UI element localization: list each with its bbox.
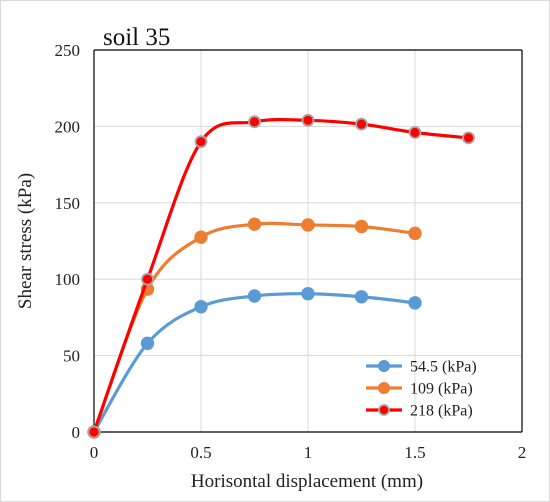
legend: 54.5 (kPa) 109 (kPa) 218 (kPa) (366, 359, 477, 420)
data-point (408, 226, 422, 241)
data-point (141, 272, 154, 286)
data-point (140, 336, 155, 351)
y-tick-label: 100 (55, 270, 81, 289)
data-point (354, 219, 369, 234)
legend-marker (378, 404, 390, 416)
legend-entry: 54.5 (kPa) (366, 359, 477, 376)
data-point (354, 290, 369, 304)
data-point (301, 287, 315, 301)
data-point (194, 230, 208, 244)
x-tick-label: 0 (90, 443, 99, 462)
data-point (301, 218, 315, 232)
data-point (194, 135, 208, 149)
data-point (194, 300, 208, 314)
x-tick-label: 1.5 (404, 443, 425, 462)
data-point (462, 131, 475, 145)
y-tick-label: 150 (55, 194, 81, 213)
y-tick-label: 0 (72, 423, 81, 442)
legend-entry: 109 (kPa) (366, 381, 473, 398)
tick-labels: 0 50 100 150 200 250 0 0.5 1 1.5 2 (55, 41, 527, 462)
chart-title: soil 35 (103, 24, 170, 51)
x-tick-label: 1 (304, 443, 313, 462)
y-tick-label: 200 (55, 117, 81, 136)
series-1 (87, 287, 422, 439)
x-tick-label: 0.5 (190, 443, 211, 462)
data-point (247, 217, 262, 231)
legend-marker (378, 382, 390, 394)
legend-label: 54.5 (kPa) (410, 359, 477, 376)
x-axis-title: Horisontal displacement (mm) (191, 471, 423, 492)
y-axis-title: Shear stress (kPa) (15, 173, 36, 309)
legend-label: 109 (kPa) (410, 381, 473, 398)
series-layer (87, 113, 475, 439)
y-tick-label: 250 (55, 41, 81, 60)
legend-label: 218 (kPa) (410, 403, 473, 420)
data-point (408, 126, 422, 139)
data-point (408, 296, 422, 310)
legend-marker (378, 360, 390, 372)
axes (93, 49, 523, 433)
data-point (248, 115, 261, 129)
data-point (87, 425, 101, 439)
data-point (355, 117, 368, 131)
legend-entry: 218 (kPa) (366, 403, 473, 420)
data-point (301, 113, 315, 127)
series-3 (87, 113, 475, 439)
x-tick-label: 2 (518, 443, 527, 462)
data-point (247, 289, 262, 303)
y-tick-label: 50 (63, 347, 80, 366)
